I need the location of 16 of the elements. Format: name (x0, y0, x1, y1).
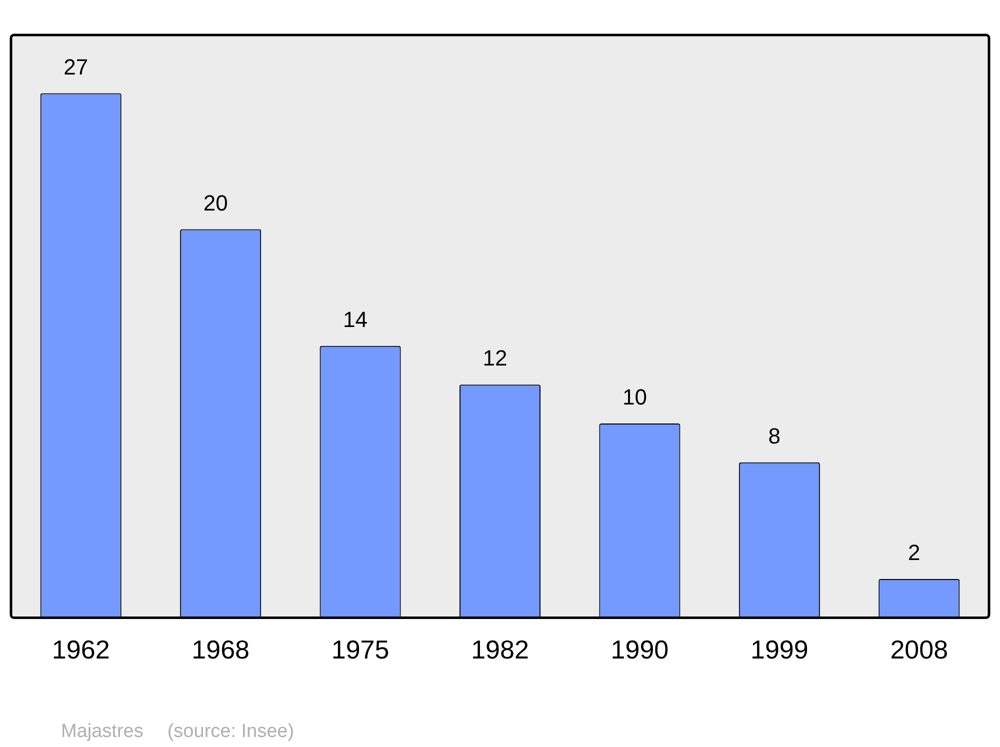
data-label: 8 (768, 423, 781, 448)
x-tick-label: 1999 (750, 634, 808, 665)
text: Majastres (61, 721, 144, 742)
text: (source: Insee) (167, 721, 294, 742)
x-tick-label: 2008 (890, 634, 948, 665)
data-label: 27 (64, 54, 88, 80)
x-tick-label: 1975 (331, 634, 390, 665)
data-label: 14 (343, 306, 368, 332)
data-label: 20 (203, 190, 228, 216)
x-tick-label: 1962 (52, 634, 110, 665)
x-tick-label: 1982 (471, 634, 529, 665)
data-label: 10 (622, 384, 647, 410)
data-label: 2 (908, 540, 920, 565)
x-tick-label: 1968 (192, 634, 250, 665)
data-label: 12 (482, 346, 508, 371)
x-tick-label: 1990 (610, 634, 669, 665)
